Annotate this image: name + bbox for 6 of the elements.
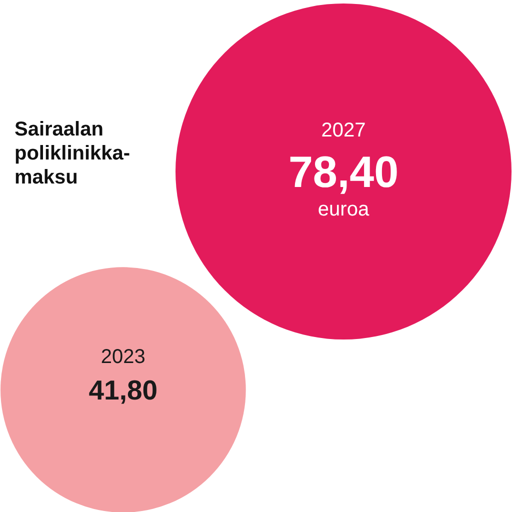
data-label: 41,80 xyxy=(88,374,158,406)
text: Sairaalan poliklinikka- maksu xyxy=(14,118,130,188)
category-label: 2023 xyxy=(100,346,146,368)
data-label: 78,40 xyxy=(288,148,399,197)
category-label: 2027 xyxy=(321,120,366,142)
text: euroa xyxy=(318,198,370,220)
